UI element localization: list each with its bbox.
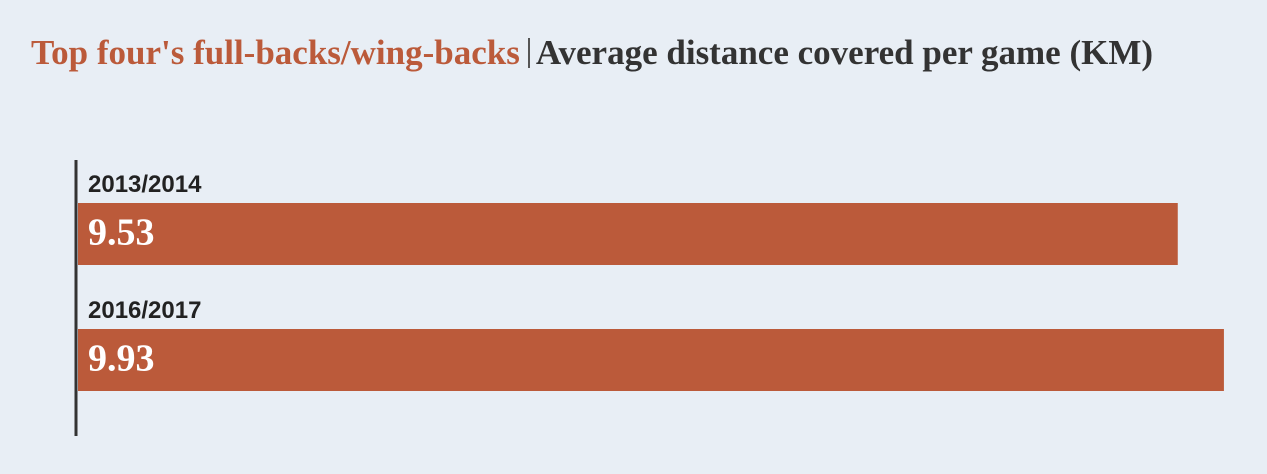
bar: [78, 203, 1178, 265]
chart-title: Top four's full-backs/wing-backs Average …: [31, 28, 1211, 78]
title-text: Average distance covered per game (KM): [535, 33, 1154, 72]
category-label: 2013/2014: [88, 171, 202, 198]
value-label: 9.53: [88, 212, 155, 254]
category-label: 2016/2017: [88, 297, 201, 324]
title-highlight: Top four's full-backs/wing-backs: [31, 33, 520, 72]
title-separator: [527, 38, 530, 68]
bar: [78, 329, 1224, 391]
value-label: 9.93: [88, 338, 155, 380]
